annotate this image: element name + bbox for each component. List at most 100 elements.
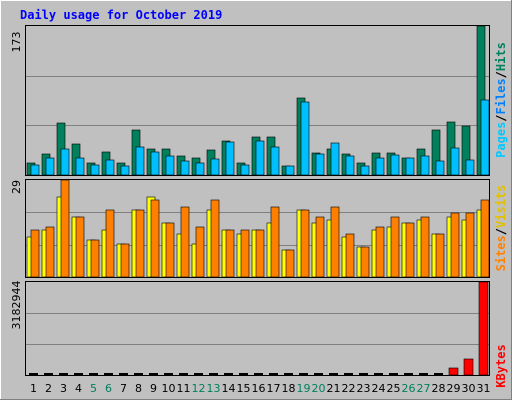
sites-bar xyxy=(315,216,325,278)
files-bar xyxy=(270,146,280,176)
sites-bar xyxy=(420,216,430,278)
legend-pages: Pages xyxy=(494,122,508,158)
kbytes-bar xyxy=(254,373,263,375)
sites-bar xyxy=(300,209,310,278)
kbytes-bar xyxy=(329,373,338,375)
x-tick-label: 25 xyxy=(387,382,401,395)
files-bar xyxy=(390,154,400,176)
x-tick-label: 23 xyxy=(357,382,371,395)
hits-panel-frame xyxy=(25,25,490,176)
kbytes-bar xyxy=(269,373,278,375)
files-bar xyxy=(225,141,235,176)
files-bar xyxy=(330,142,340,176)
kbytes-bar xyxy=(209,373,218,375)
kbytes-bar xyxy=(194,373,203,375)
files-bar xyxy=(285,165,295,176)
kbytes-bar xyxy=(478,281,489,376)
kbytes-bar xyxy=(419,373,428,375)
sites-bar xyxy=(225,229,235,278)
kbytes-bar xyxy=(179,373,188,375)
kbytes-bar xyxy=(359,373,368,375)
sites-bar xyxy=(285,249,295,278)
kbytes-bar xyxy=(404,373,413,375)
sites-bar xyxy=(105,209,115,278)
x-tick-label: 26 xyxy=(402,382,416,395)
kbytes-bar xyxy=(44,373,53,375)
kbytes-bar xyxy=(164,373,173,375)
sites-bar xyxy=(390,216,400,278)
visits-panel-legend: Sites/Visits xyxy=(494,185,508,272)
x-tick-label: 21 xyxy=(327,382,341,395)
files-bar xyxy=(465,159,475,176)
sites-bar xyxy=(180,206,190,278)
x-tick-label: 28 xyxy=(432,382,446,395)
x-tick-label: 10 xyxy=(162,382,176,395)
sites-bar xyxy=(405,222,415,278)
sites-bar xyxy=(345,233,355,278)
x-tick-label: 27 xyxy=(417,382,431,395)
kbytes-bar xyxy=(448,367,459,376)
files-bar xyxy=(30,164,40,176)
visits-axis-max-label: 29 xyxy=(10,180,23,194)
x-tick-label: 14 xyxy=(222,382,236,395)
hits-panel-legend: Pages/Files/Hits xyxy=(494,42,508,158)
x-tick-label: 13 xyxy=(207,382,221,395)
kbytes-bar xyxy=(29,373,38,375)
kbytes-bar xyxy=(104,373,113,375)
sites-bar xyxy=(450,212,460,278)
x-tick-label: 16 xyxy=(252,382,266,395)
sites-bar xyxy=(135,209,145,278)
x-tick-label: 12 xyxy=(192,382,206,395)
chart-title: Daily usage for October 2019 xyxy=(20,8,222,22)
legend-sites: Sites xyxy=(494,235,508,271)
files-bar xyxy=(75,157,85,176)
kbytes-bar xyxy=(239,373,248,375)
files-bar xyxy=(255,140,265,176)
sites-bar xyxy=(360,246,370,278)
sites-bar xyxy=(30,229,40,278)
x-tick-label: 3 xyxy=(60,382,67,395)
files-bar xyxy=(360,165,370,176)
x-tick-label: 2 xyxy=(45,382,52,395)
x-tick-label: 30 xyxy=(462,382,476,395)
sites-bar xyxy=(120,243,130,278)
sites-bar xyxy=(255,229,265,278)
files-bar xyxy=(135,146,145,176)
kbytes-bar xyxy=(344,373,353,375)
files-bar xyxy=(45,157,55,176)
x-tick-label: 1 xyxy=(30,382,37,395)
x-tick-label: 18 xyxy=(282,382,296,395)
x-tick-label: 15 xyxy=(237,382,251,395)
files-bar xyxy=(300,101,310,176)
files-bar xyxy=(195,162,205,176)
bars xyxy=(26,25,490,376)
sites-bar xyxy=(90,239,100,278)
kbytes-bar xyxy=(284,373,293,375)
legend-files: Files xyxy=(494,78,508,114)
files-bar xyxy=(165,155,175,176)
kbytes-bar xyxy=(149,373,158,375)
x-tick-label: 19 xyxy=(297,382,311,395)
kbytes-bar xyxy=(434,373,443,375)
files-bar xyxy=(60,148,70,176)
hits-axis-max-label: 173 xyxy=(10,32,23,53)
files-bar xyxy=(435,160,445,176)
files-bar xyxy=(450,147,460,176)
files-bar xyxy=(405,157,415,176)
x-tick-label: 7 xyxy=(120,382,127,395)
kbytes-bar xyxy=(89,373,98,375)
files-bar xyxy=(375,157,385,176)
files-bar xyxy=(90,164,100,176)
x-tick-label: 4 xyxy=(75,382,82,395)
kbytes-panel-frame xyxy=(25,281,490,376)
kbytes-axis-max-label: 3182944 xyxy=(10,281,23,330)
x-tick-label: 31 xyxy=(477,382,491,395)
kbytes-bar xyxy=(463,358,474,376)
sites-bar xyxy=(435,233,445,278)
x-tick-label: 17 xyxy=(267,382,281,395)
kbytes-bar xyxy=(119,373,128,375)
legend-visits: Visits xyxy=(494,185,508,228)
